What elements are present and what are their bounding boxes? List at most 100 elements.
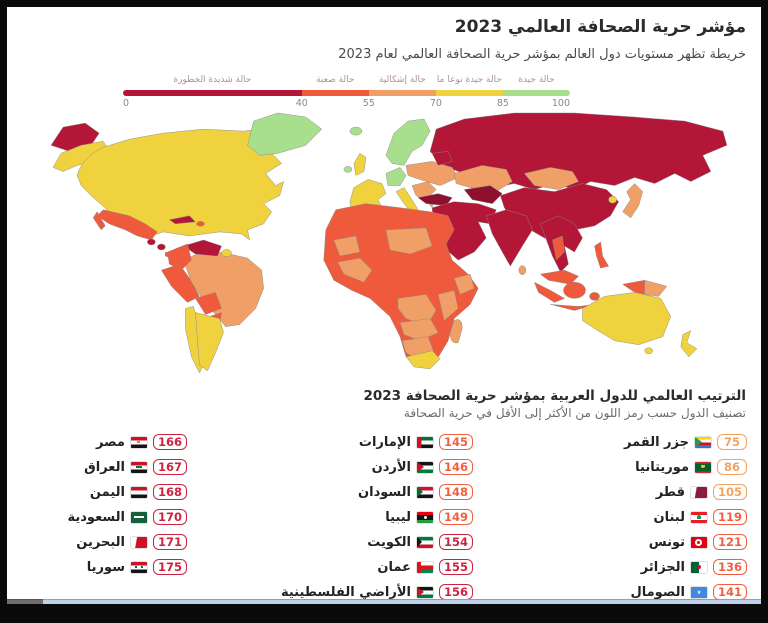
rank-badge: 119	[712, 509, 747, 525]
flag-lb-icon	[690, 511, 707, 523]
legend-segment	[123, 90, 302, 96]
map-region-cuba	[168, 215, 196, 225]
legend-segment	[502, 90, 570, 96]
flag-om-icon	[416, 561, 433, 573]
rank-badge: 121	[712, 534, 747, 550]
map-region-kazakhstan	[453, 165, 513, 192]
map-region-angola-zambia	[399, 318, 439, 341]
map-region-sri-lanka	[518, 265, 527, 275]
map-region-hispaniola	[196, 221, 205, 227]
ranking-column-left: 166 مصر 167 العراق 168 اليمن 170 السعودي…	[7, 433, 187, 583]
legend-label: حالة صعبة	[316, 75, 355, 85]
country-name: مصر	[96, 434, 125, 450]
ranking-row: 146 الأردن	[223, 458, 473, 476]
rank-badge: 166	[152, 434, 187, 450]
country-name: السودان	[358, 484, 411, 500]
rank-badge: 175	[152, 559, 187, 575]
country-name: الكويت	[367, 534, 411, 550]
map-region-belarus	[431, 151, 453, 166]
map-region-thailand	[552, 235, 565, 261]
map-region-poland-ukraine	[405, 161, 459, 186]
map-region-ethiopia	[453, 273, 475, 295]
map-region-japan	[622, 183, 643, 219]
country-name: البحرين	[76, 534, 125, 550]
flag-iq-icon	[130, 461, 147, 473]
map-region-new-zealand	[680, 330, 698, 358]
horizontal-scrollbar-thumb[interactable]	[7, 599, 43, 604]
flag-dz-icon	[690, 561, 707, 573]
map-region-guinea	[337, 257, 373, 283]
rank-badge: 149	[438, 509, 473, 525]
map-region-scandinavia	[385, 118, 431, 166]
legend-label: حالة إشكالية	[378, 75, 426, 85]
map-region-greenland	[247, 112, 323, 156]
flag-mr-icon	[695, 461, 711, 473]
country-name: لبنان	[653, 509, 685, 525]
rank-badge: 148	[438, 484, 473, 500]
map-region-baja	[92, 211, 106, 231]
country-name: الصومال	[630, 584, 685, 600]
legend-tick: 70	[429, 98, 442, 109]
country-name: جزر القمر	[624, 434, 689, 450]
map-region-malaysia	[539, 269, 579, 285]
flag-kw-icon	[416, 536, 433, 548]
infographic-page: مؤشر حرية الصحافة العالمي 2023 خريطة تظه…	[7, 7, 761, 604]
rank-badge: 154	[438, 534, 473, 550]
rank-badge: 155	[438, 559, 473, 575]
flag-eg-icon	[130, 436, 147, 448]
map-region-iceland	[349, 126, 363, 136]
map-region-sulawesi	[589, 292, 600, 301]
country-name: قطر	[655, 484, 685, 500]
page-subtitle: خريطة تظهر مستويات دول العالم بمؤشر حرية…	[338, 47, 746, 62]
map-region-canada-usa	[76, 126, 303, 241]
map-region-papua-east	[644, 279, 668, 297]
ranking-row: 170 السعودية	[7, 508, 187, 526]
ranking-row: 105 قطر	[497, 483, 747, 501]
country-name: الإمارات	[358, 434, 411, 450]
map-region-ireland	[343, 166, 353, 173]
color-scale-legend: حالة شديدة الخطورة حالة صعبة حالة إشكالية ح…	[123, 75, 570, 113]
ranking-row: 167 العراق	[7, 458, 187, 476]
map-region-philippines	[594, 241, 609, 269]
ranking-row: 141 الصومال	[497, 583, 747, 601]
flag-so-icon	[690, 586, 707, 598]
flag-ye-icon	[130, 486, 147, 498]
ranking-row: 154 الكويت	[223, 533, 473, 551]
ranking-row: 145 الإمارات	[223, 433, 473, 451]
map-region-venezuela	[182, 239, 222, 257]
country-name: اليمن	[89, 484, 125, 500]
map-region-australia	[582, 292, 672, 345]
country-name: الأراضي الفلسطينية	[280, 584, 411, 600]
ranking-row: 149 ليبيا	[223, 508, 473, 526]
legend-labels: حالة شديدة الخطورة حالة صعبة حالة إشكالية ح…	[123, 75, 570, 88]
legend-label: حالة جيدة نوعا ما	[436, 75, 502, 85]
map-region-peru	[161, 263, 200, 303]
world-map-svg	[50, 112, 728, 374]
map-region-mongolia	[523, 167, 579, 190]
map-region-germany	[385, 167, 407, 186]
map-region-niger-chad	[385, 227, 433, 255]
legend-label: حالة جيدة	[518, 75, 555, 85]
flag-sy-icon	[130, 561, 147, 573]
legend-segment	[435, 90, 503, 96]
country-name: ليبيا	[385, 509, 411, 525]
rank-badge: 145	[438, 434, 473, 450]
legend-color-bar	[123, 90, 570, 96]
legend-tick: 100	[551, 98, 570, 109]
rank-badge: 168	[152, 484, 187, 500]
map-region-turkey	[417, 193, 453, 206]
flag-tn-icon	[690, 536, 707, 548]
ranking-row: 171 البحرين	[7, 533, 187, 551]
map-region-borneo	[563, 282, 586, 299]
flag-ps-icon	[416, 586, 433, 598]
flag-sa-icon	[130, 511, 147, 523]
bottom-divider-line	[7, 599, 761, 604]
ranking-row: 155 عمان	[223, 558, 473, 576]
legend-segment	[368, 90, 436, 96]
ranking-column-middle: 145 الإمارات 146 الأردن 148 السودان 149 …	[223, 433, 473, 604]
flag-ly-icon	[416, 511, 433, 523]
legend-segment	[301, 90, 369, 96]
map-region-south-africa	[405, 350, 441, 370]
rank-badge: 171	[152, 534, 187, 550]
